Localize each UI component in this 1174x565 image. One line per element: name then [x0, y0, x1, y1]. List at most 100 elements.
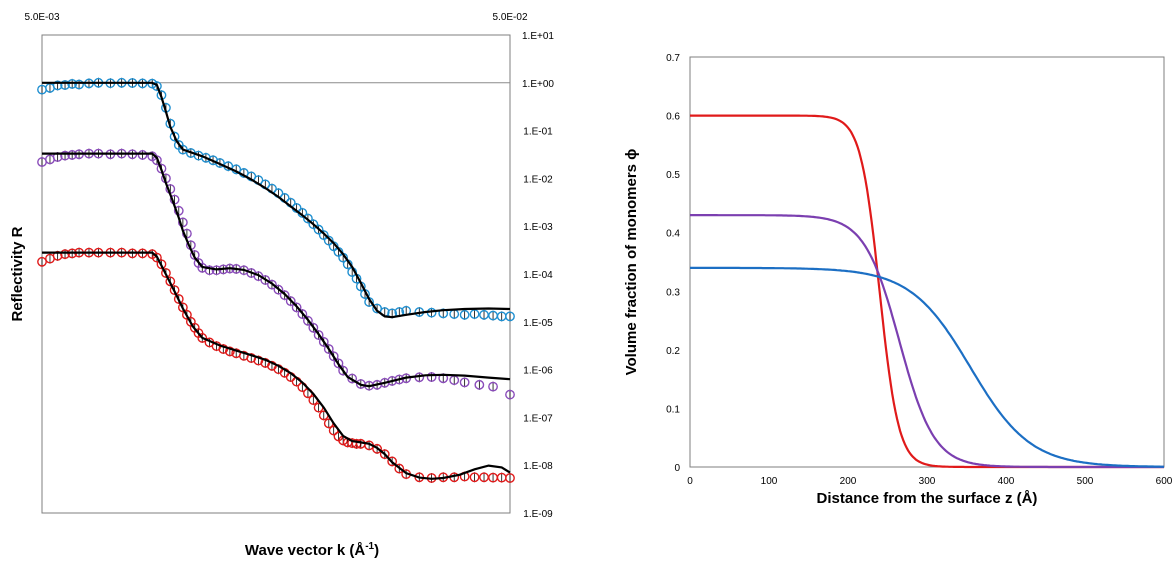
y-tick-label: 1.E+00 [522, 79, 554, 90]
data-point [394, 463, 405, 474]
profile-line-2 [690, 214, 1164, 469]
data-point [161, 268, 171, 278]
fit-line-2 [42, 152, 511, 388]
y-tick-label: 0.6 [666, 112, 680, 123]
data-point [224, 346, 235, 357]
y-tick-label: 0.5 [666, 170, 680, 181]
x-tick-label: 600 [1156, 476, 1173, 487]
wave-vector-x-axis-title: Wave vector k (Å-1) [245, 541, 379, 559]
y-tick-labels: 0 0.1 0.2 0.3 0.4 0.5 0.6 0.7 [666, 53, 680, 474]
data-point [347, 373, 358, 384]
data-point [211, 265, 222, 276]
y-tick-label: 1.E-07 [523, 413, 553, 424]
x-tick-label: 400 [998, 476, 1015, 487]
x-tick-label: 5.0E-03 [24, 12, 59, 23]
data-point [488, 381, 498, 392]
volume-fraction-series-layer [690, 114, 1164, 469]
profile-line-3 [690, 266, 1164, 468]
data-point [338, 365, 349, 376]
data-point [177, 302, 188, 313]
reflectivity-plot-area [41, 34, 511, 514]
data-point [60, 249, 70, 260]
x-tick-labels-top: 5.0E-03 5.0E-02 [24, 12, 527, 23]
data-point [387, 456, 398, 467]
data-point [151, 252, 162, 263]
x-tick-label: 0 [687, 476, 693, 487]
data-point [459, 377, 470, 388]
y-tick-label: 1.E-01 [523, 127, 553, 138]
data-point [505, 311, 515, 322]
data-point [169, 285, 180, 296]
y-tick-label: 0.2 [666, 346, 680, 357]
data-point [474, 379, 485, 390]
data-point [328, 351, 339, 362]
data-point [169, 131, 180, 142]
data-point [313, 224, 324, 235]
y-tick-label: 1.E+01 [522, 31, 554, 42]
data-point [459, 309, 470, 320]
data-point [297, 309, 308, 319]
fit-line-3 [42, 251, 511, 480]
x-tick-label: 300 [919, 476, 936, 487]
data-point [74, 79, 84, 90]
x-title-superscript: -1 [365, 541, 374, 552]
x-tick-labels: 0 100 200 300 400 500 600 [687, 476, 1173, 487]
reflectivity-fit-layer [42, 81, 511, 480]
data-point [173, 294, 184, 304]
x-tick-label: 100 [761, 476, 778, 487]
y-tick-label: 1.E-02 [523, 174, 553, 185]
data-point [177, 217, 188, 228]
data-point [279, 290, 290, 301]
y-tick-label: 1.E-08 [523, 461, 553, 472]
data-point [372, 303, 382, 314]
y-tick-label: 1.E-09 [523, 509, 553, 520]
volume-fraction-y-axis-title: Volume fraction of monomers ϕ [623, 149, 640, 376]
data-point [285, 296, 296, 307]
volume-fraction-plot-area [689, 56, 1165, 468]
data-point [177, 144, 188, 155]
data-point [260, 275, 271, 285]
x-tick-label: 5.0E-02 [492, 12, 527, 23]
data-point [372, 443, 382, 454]
data-point [426, 372, 437, 382]
data-point [165, 276, 176, 287]
data-point [291, 302, 302, 313]
fit-line-1 [42, 81, 511, 319]
data-point [151, 81, 162, 92]
data-point [303, 213, 313, 224]
data-point [505, 389, 515, 400]
data-point [156, 259, 167, 270]
data-point [308, 219, 319, 230]
data-point [52, 80, 63, 91]
data-point [318, 230, 329, 241]
y-tick-label: 1.E-06 [523, 366, 553, 377]
data-point [197, 333, 208, 343]
y-tick-label: 0.7 [666, 53, 680, 64]
data-point [323, 344, 334, 354]
data-point [60, 150, 70, 161]
data-point [67, 150, 78, 160]
x-tick-label: 200 [840, 476, 857, 487]
data-point [37, 256, 47, 267]
data-point [308, 322, 319, 333]
y-tick-label: 0 [674, 463, 680, 474]
data-point [505, 473, 515, 483]
data-point [204, 265, 215, 276]
data-point [151, 155, 162, 166]
data-point [267, 279, 277, 290]
volume-fraction-chart: 0 100 200 300 400 500 600 00.10.20.30.40.50.60… [623, 53, 1173, 507]
reflectivity-y-axis-title: Reflectivity R [9, 226, 26, 321]
data-point [303, 315, 313, 326]
data-point [137, 150, 148, 160]
data-point [333, 358, 344, 369]
data-point [60, 80, 70, 90]
x-title-main: Wave vector k (Å [245, 542, 365, 559]
y-tick-label: 0.1 [666, 404, 680, 415]
distance-x-axis-title: Distance from the surface z (Å) [817, 490, 1038, 507]
y-tick-label: 1.E-05 [523, 318, 553, 329]
x-title-end: ) [374, 542, 379, 559]
data-point [273, 284, 284, 295]
data-point [313, 330, 324, 340]
data-point [469, 472, 480, 483]
